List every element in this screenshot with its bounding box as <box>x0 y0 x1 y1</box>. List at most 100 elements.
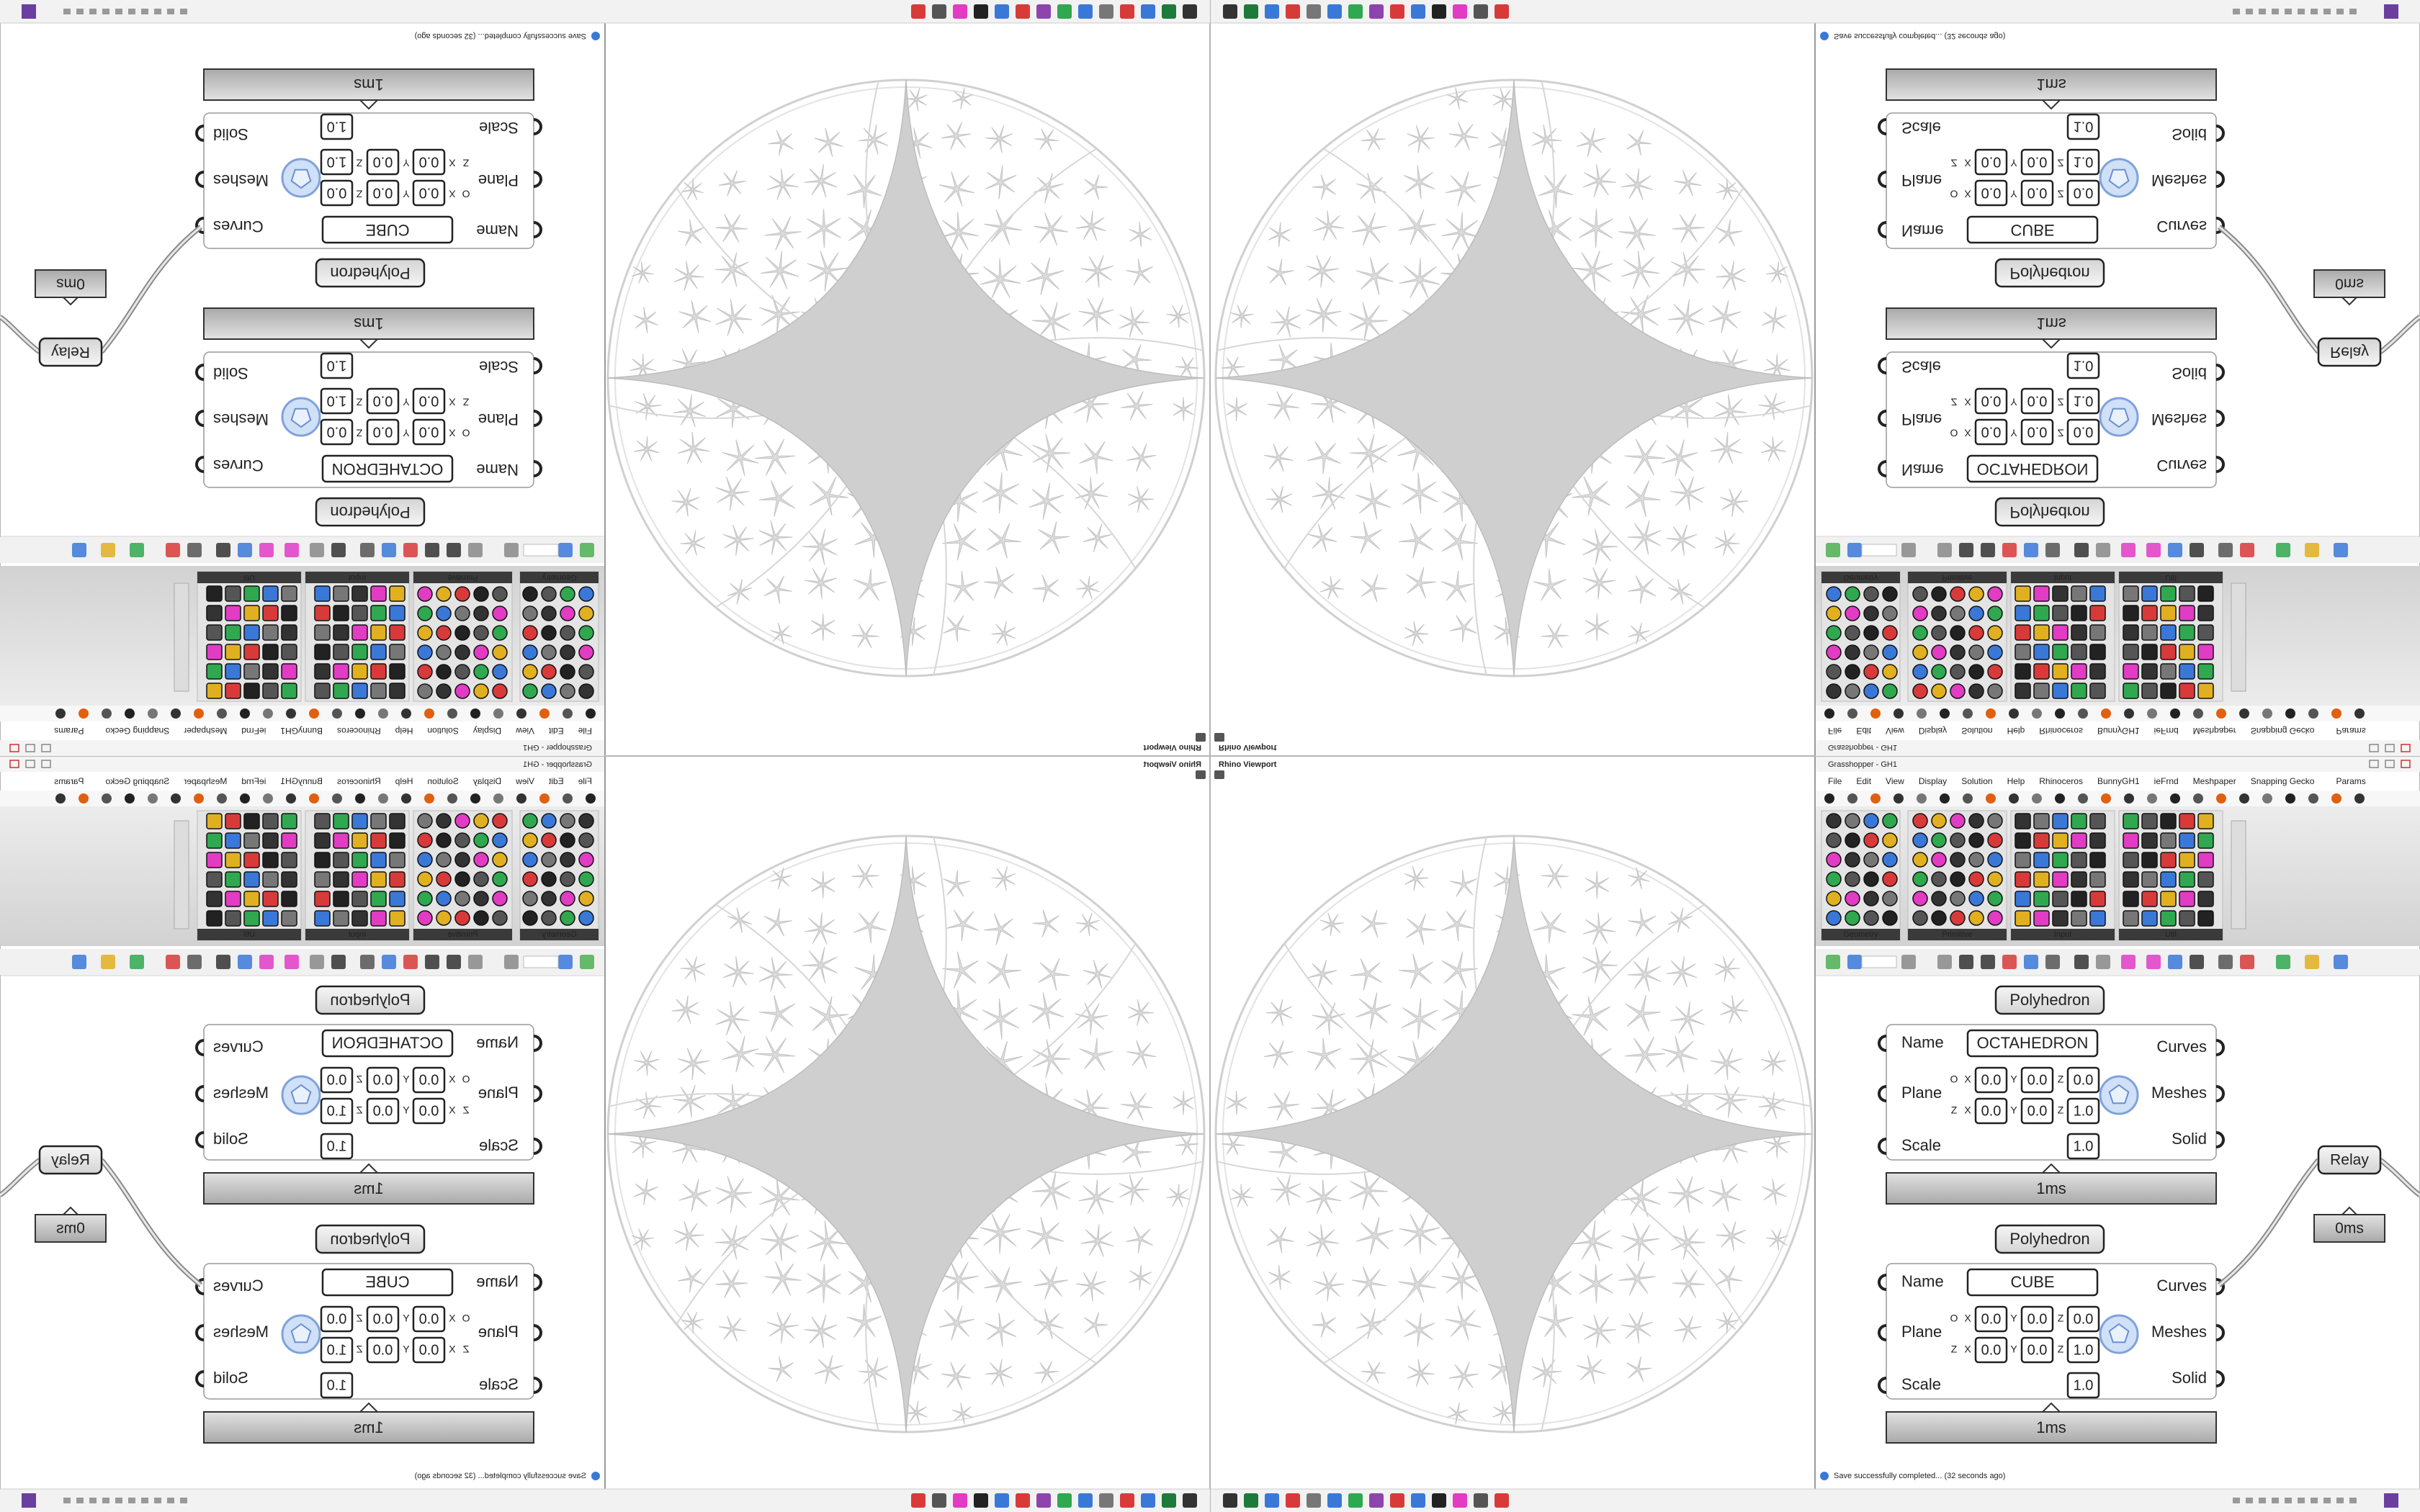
tool-icon[interactable] <box>522 606 538 621</box>
tool-icon[interactable] <box>370 852 387 868</box>
menu-item[interactable]: Display <box>473 726 501 736</box>
tool-icon[interactable] <box>2141 891 2158 907</box>
tab-icon[interactable] <box>194 793 204 804</box>
tool-icon[interactable] <box>454 813 470 829</box>
tool-icon[interactable] <box>314 605 331 621</box>
tab-icon[interactable] <box>286 708 296 719</box>
tool-icon[interactable] <box>225 813 241 829</box>
tool-icon[interactable] <box>578 606 594 621</box>
tool-icon[interactable] <box>389 683 405 699</box>
canvas-tool[interactable] <box>468 543 483 557</box>
tool-icon[interactable] <box>225 663 241 680</box>
tool-icon[interactable] <box>1863 644 1879 660</box>
tool-icon[interactable] <box>1863 891 1879 906</box>
tab-icon[interactable] <box>1870 708 1881 719</box>
tool-icon[interactable] <box>2033 585 2050 602</box>
tool-icon[interactable] <box>262 910 279 927</box>
tool-icon[interactable] <box>1968 871 1984 887</box>
tool-icon[interactable] <box>1826 852 1842 868</box>
tab-icon[interactable] <box>516 793 526 804</box>
tool-icon[interactable] <box>417 910 433 926</box>
tool-icon[interactable] <box>1968 891 1984 906</box>
tool-icon[interactable] <box>2197 683 2214 699</box>
tab-icon[interactable] <box>1894 793 1904 804</box>
taskbar-icon[interactable] <box>1494 1493 1509 1508</box>
taskbar-icon[interactable] <box>1432 1493 1446 1508</box>
tool-icon[interactable] <box>1968 852 1984 868</box>
tool-icon[interactable] <box>578 683 594 699</box>
tool-icon[interactable] <box>1863 813 1879 829</box>
tool-icon[interactable] <box>1950 664 1966 680</box>
tool-icon[interactable] <box>2033 624 2050 641</box>
tool-icon[interactable] <box>1826 625 1842 641</box>
tool-icon[interactable] <box>1882 586 1898 602</box>
tool-icon[interactable] <box>389 585 405 602</box>
menu-item[interactable]: BunnyGH1 <box>2097 776 2140 786</box>
tool-icon[interactable] <box>541 625 557 641</box>
tab-icon[interactable] <box>217 708 227 719</box>
tab-icon[interactable] <box>378 793 388 804</box>
tool-icon[interactable] <box>473 852 489 868</box>
tool-icon[interactable] <box>436 586 452 602</box>
tool-icon[interactable] <box>351 832 368 849</box>
tool-icon[interactable] <box>2071 910 2087 927</box>
menu-item[interactable]: BunnyGH1 <box>2097 726 2140 736</box>
tool-icon[interactable] <box>2052 644 2069 660</box>
taskbar-icon[interactable] <box>1286 1493 1300 1508</box>
tool-icon[interactable] <box>578 625 594 641</box>
canvas-tool[interactable] <box>425 955 439 969</box>
tool-icon[interactable] <box>351 871 368 888</box>
canvas-tool[interactable] <box>558 955 573 969</box>
tool-icon[interactable] <box>1931 625 1947 641</box>
tool-icon[interactable] <box>1968 606 1984 621</box>
tool-icon[interactable] <box>206 891 223 907</box>
tool-icon[interactable] <box>417 644 433 660</box>
tab-icon[interactable] <box>194 708 204 719</box>
tool-icon[interactable] <box>2015 585 2031 602</box>
canvas-tool[interactable] <box>1937 543 1952 557</box>
menu-item[interactable]: Meshpaper <box>184 776 227 786</box>
tool-icon[interactable] <box>243 605 260 621</box>
canvas-tool[interactable] <box>284 955 299 969</box>
canvas-tool[interactable] <box>259 543 274 557</box>
canvas-tool[interactable] <box>2190 543 2204 557</box>
window-button[interactable] <box>2369 744 2379 752</box>
taskbar-icon[interactable] <box>911 1493 926 1508</box>
tool-icon[interactable] <box>1987 586 2003 602</box>
menu-item[interactable]: Edit <box>1856 726 1871 736</box>
menu-item[interactable]: Rhinoceros <box>337 776 381 786</box>
menu-item[interactable]: BunnyGH1 <box>280 726 323 736</box>
tool-icon[interactable] <box>541 852 557 868</box>
tool-icon[interactable] <box>1987 625 2003 641</box>
canvas-tool[interactable] <box>216 543 230 557</box>
tool-icon[interactable] <box>2071 813 2087 829</box>
menu-item[interactable]: Snapping Gecko <box>2251 726 2315 736</box>
tool-icon[interactable] <box>281 644 297 660</box>
tool-icon[interactable] <box>1845 910 1860 926</box>
tool-icon[interactable] <box>2197 644 2214 660</box>
tab-icon[interactable] <box>493 708 503 719</box>
tool-icon[interactable] <box>492 664 508 680</box>
canvas-tool[interactable] <box>2146 543 2161 557</box>
canvas-tool[interactable] <box>2045 543 2060 557</box>
tool-icon[interactable] <box>351 585 368 602</box>
canvas-tool[interactable] <box>1847 543 1862 557</box>
tool-icon[interactable] <box>351 891 368 907</box>
tool-icon[interactable] <box>473 586 489 602</box>
taskbar-icon[interactable] <box>1390 1493 1404 1508</box>
taskbar-icon[interactable] <box>1494 4 1509 19</box>
tool-icon[interactable] <box>2160 852 2177 868</box>
menu-item[interactable]: Help <box>2007 726 2025 736</box>
tool-icon[interactable] <box>262 871 279 888</box>
tab-icon[interactable] <box>539 708 550 719</box>
tool-icon[interactable] <box>206 585 223 602</box>
taskbar-icon[interactable] <box>1120 4 1134 19</box>
tool-icon[interactable] <box>389 813 405 829</box>
tool-icon[interactable] <box>370 832 387 849</box>
component-title-button[interactable] <box>315 1224 426 1254</box>
tool-icon[interactable] <box>1845 813 1860 829</box>
tool-icon[interactable] <box>522 813 538 829</box>
canvas-tool[interactable] <box>2045 955 2060 969</box>
tool-icon[interactable] <box>492 813 508 829</box>
tool-icon[interactable] <box>2179 910 2195 927</box>
